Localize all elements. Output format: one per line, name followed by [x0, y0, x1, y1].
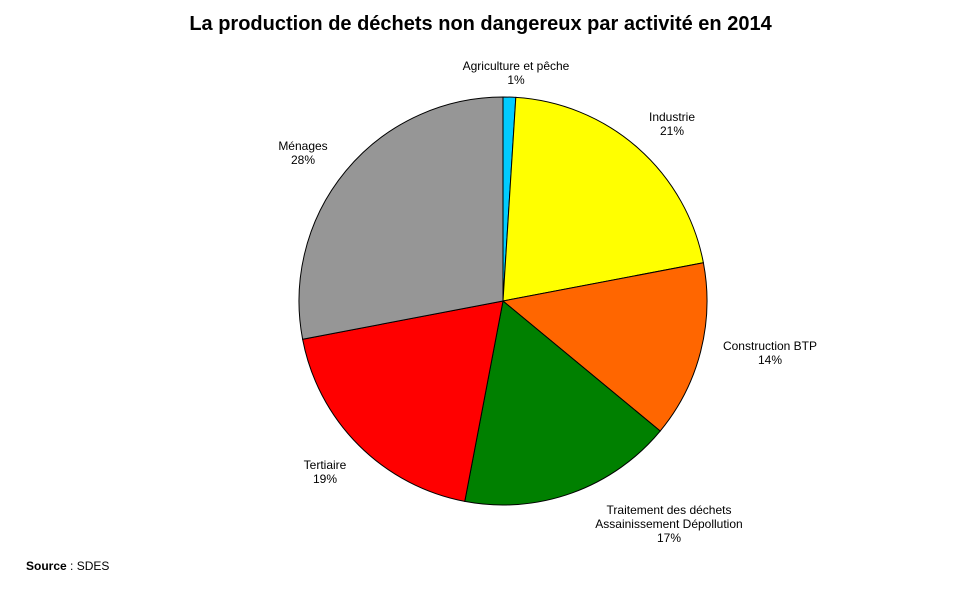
slice-label-1: Agriculture et pêche 1% — [463, 59, 570, 87]
source-value: SDES — [76, 559, 110, 573]
pie-slice-3 — [501, 262, 708, 432]
pie-slice-6 — [298, 96, 504, 340]
pie-slice-5 — [302, 300, 504, 502]
pie-labels: Agriculture et pêche 1% Industrie 21% Constr… — [278, 59, 817, 545]
source-note: Source : SDES — [26, 559, 109, 573]
slice-label-5: Tertiaire 19% — [304, 458, 347, 486]
chart-title: La production de déchets non dangereux p… — [189, 13, 772, 35]
pie-slice-2 — [502, 96, 704, 302]
pie-slices — [298, 96, 708, 506]
source-key: Source — [26, 559, 67, 573]
slice-label-4: Traitement des déchets Assainissement Dép… — [595, 503, 742, 545]
slice-label-6: Ménages 28% — [278, 139, 327, 167]
slice-label-3: Construction BTP 14% — [723, 339, 817, 367]
slice-label-2: Industrie 21% — [649, 110, 695, 138]
source-separator: : — [66, 559, 77, 573]
pie-slice-4 — [464, 300, 661, 506]
